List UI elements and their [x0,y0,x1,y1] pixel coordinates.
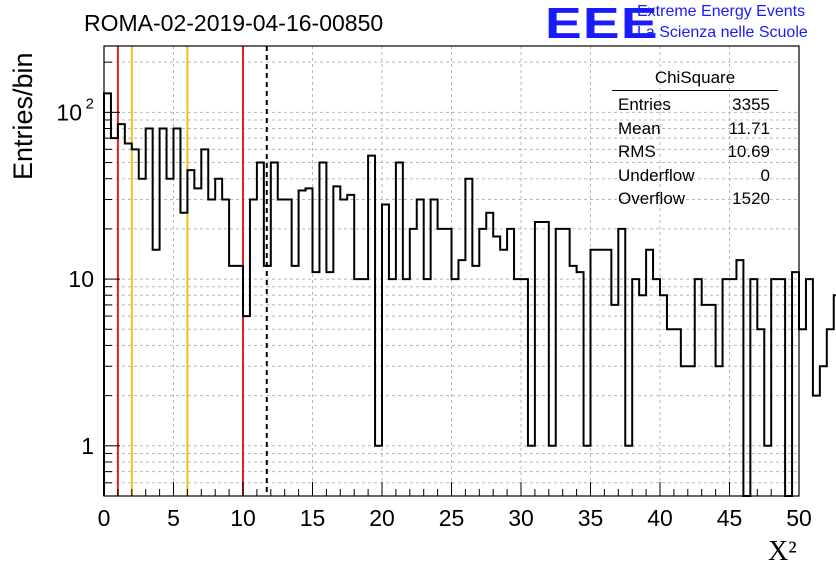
y-tick-exponent: 2 [86,95,94,112]
stats-label: Entries [618,95,671,114]
eee-logo-line1: Extreme Energy Events [637,3,806,20]
eee-logo: EEE [545,0,659,48]
stats-row-mean: Mean 11.71 [612,117,778,141]
histogram-outline [103,92,836,497]
stats-row-entries: Entries 3355 [612,93,778,117]
x-tick-label: 20 [369,505,395,531]
x-tick-label: 30 [508,505,534,531]
x-tick-label: 25 [439,505,465,531]
x-tick-label: 50 [786,505,812,531]
chart-title: ROMA-02-2019-04-16-00850 [84,10,384,36]
y-tick-label: 10 [56,99,82,125]
x-tick-label: 15 [300,505,326,531]
x-tick-label: 5 [167,505,180,531]
stats-box: ChiSquare Entries 3355 Mean 11.71 RMS 10… [612,66,778,211]
x-tick-label: 40 [647,505,673,531]
stats-value: 0 [760,165,770,185]
stats-row-underflow: Underflow 0 [612,164,778,188]
x-axis-label: X² [768,536,797,567]
eee-logo-line2: La Scienza nelle Scuole [637,24,808,41]
stats-value: 1520 [732,189,770,208]
stats-label: Mean [618,118,661,138]
y-tick-label: 1 [81,433,94,459]
stats-value: 11.71 [728,118,770,138]
x-tick-label: 10 [230,505,256,531]
x-tick-label: 35 [578,505,604,531]
x-tick-label: 45 [717,505,743,531]
stats-label: Overflow [618,189,686,208]
stats-value: 3355 [732,95,770,114]
y-tick-label: 10 [68,266,94,292]
y-axis-label: Entries/bin [8,52,38,180]
stats-value: 10.69 [727,142,770,161]
stats-row-overflow: Overflow 1520 [612,187,778,211]
stats-label: RMS [618,142,656,161]
stats-box-title: ChiSquare [612,66,778,91]
stats-row-rms: RMS 10.69 [612,140,778,164]
x-tick-label: 0 [98,505,111,531]
stats-label: Underflow [618,165,695,185]
